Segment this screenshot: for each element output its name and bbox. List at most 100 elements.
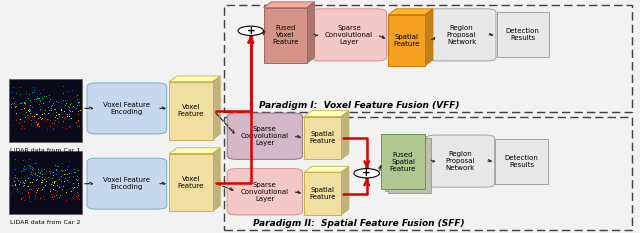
Point [50, 188, 60, 192]
FancyBboxPatch shape [381, 134, 425, 189]
Point [69, 170, 79, 174]
Point [29, 89, 39, 92]
Point [9, 101, 19, 105]
Point [6, 106, 16, 109]
Point [27, 167, 37, 171]
Point [32, 112, 42, 116]
Point [49, 194, 60, 198]
Text: Spatial
Feature: Spatial Feature [394, 34, 420, 47]
Point [57, 187, 67, 191]
Text: Sparse
Convolutional
Layer: Sparse Convolutional Layer [325, 25, 373, 45]
Point [22, 176, 33, 180]
Point [17, 180, 28, 184]
Point [25, 166, 35, 170]
Text: Paradigm I:  Voxel Feature Fusion (VFF): Paradigm I: Voxel Feature Fusion (VFF) [259, 101, 460, 110]
Point [72, 178, 83, 182]
Point [36, 168, 46, 172]
Point [25, 199, 35, 202]
Text: Voxel Feature
Encoding: Voxel Feature Encoding [104, 102, 150, 115]
Point [6, 191, 17, 195]
Point [57, 161, 67, 165]
Point [35, 170, 45, 174]
Point [20, 115, 30, 119]
Text: Fused
Voxel
Feature: Fused Voxel Feature [272, 25, 298, 45]
Point [19, 100, 29, 104]
Point [24, 163, 34, 167]
Point [40, 183, 50, 187]
Point [74, 124, 84, 128]
Point [23, 184, 33, 188]
Point [26, 180, 36, 183]
Point [63, 108, 74, 112]
FancyBboxPatch shape [227, 169, 302, 215]
Point [26, 180, 36, 184]
Point [25, 108, 35, 112]
FancyBboxPatch shape [169, 154, 212, 212]
Point [29, 114, 40, 118]
Point [37, 170, 47, 173]
Text: +: + [246, 26, 255, 36]
Point [35, 91, 45, 95]
Point [33, 96, 44, 100]
Point [6, 102, 16, 105]
Point [55, 193, 65, 197]
Circle shape [354, 169, 380, 178]
Point [8, 96, 18, 100]
Polygon shape [169, 148, 220, 154]
Point [26, 165, 36, 169]
Point [36, 178, 47, 182]
Point [46, 106, 56, 110]
FancyBboxPatch shape [495, 138, 548, 184]
Point [38, 194, 48, 198]
Point [10, 175, 20, 179]
Point [31, 178, 42, 182]
Point [51, 168, 61, 171]
Point [59, 172, 69, 176]
Point [68, 185, 79, 189]
Point [10, 105, 20, 109]
Point [15, 180, 25, 184]
Text: +: + [362, 168, 371, 178]
Point [37, 96, 47, 99]
Point [29, 172, 40, 176]
Text: Voxel
Feature: Voxel Feature [178, 176, 204, 189]
Point [38, 102, 49, 105]
Point [24, 187, 34, 191]
Point [24, 93, 34, 96]
Point [65, 109, 75, 113]
Point [15, 120, 26, 123]
Point [68, 186, 79, 190]
Point [67, 174, 77, 178]
Point [47, 176, 58, 180]
Point [12, 187, 22, 191]
Point [72, 97, 82, 101]
Point [45, 171, 55, 175]
Point [17, 191, 28, 195]
Point [17, 100, 27, 104]
Point [37, 96, 47, 100]
Polygon shape [212, 76, 220, 140]
Point [20, 110, 31, 113]
Point [20, 102, 30, 105]
Point [28, 166, 38, 170]
Point [64, 115, 74, 118]
Point [45, 182, 56, 186]
Point [20, 101, 31, 104]
Point [63, 164, 73, 168]
Point [48, 198, 58, 201]
Polygon shape [426, 9, 433, 65]
Point [60, 176, 70, 180]
Point [45, 105, 56, 108]
Point [46, 108, 56, 112]
Text: LIDAR data from Car 2: LIDAR data from Car 2 [10, 219, 81, 225]
Point [52, 164, 62, 168]
Point [26, 122, 36, 126]
Polygon shape [341, 166, 349, 215]
Point [72, 101, 83, 105]
Point [53, 100, 63, 104]
Point [49, 164, 60, 167]
Point [36, 188, 46, 191]
Point [47, 103, 57, 107]
Point [72, 118, 83, 122]
Point [48, 126, 58, 130]
